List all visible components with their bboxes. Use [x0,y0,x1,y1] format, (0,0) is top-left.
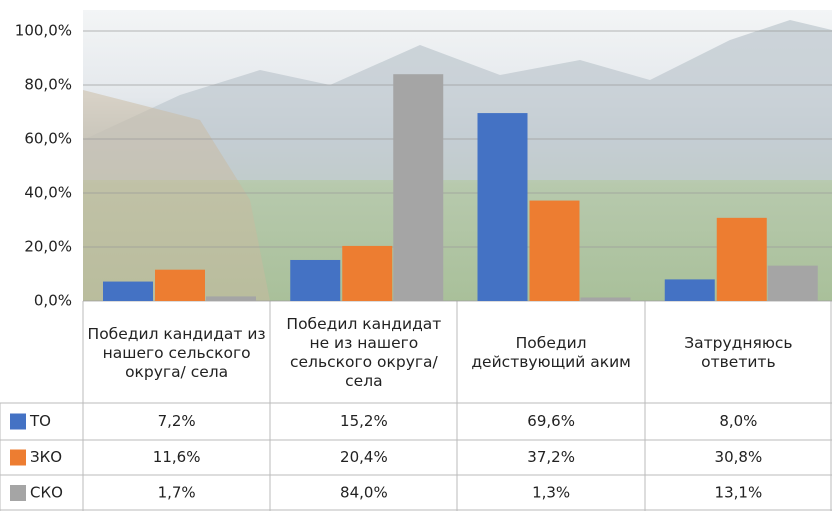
bar [477,113,528,301]
bar [529,200,580,301]
bar [393,74,444,301]
category-label-box: Победил кандидат не из нашего сельского … [286,315,442,390]
y-tick-label: 80,0% [24,76,72,94]
y-tick-label: 60,0% [24,130,72,148]
table-value: 8,0% [719,412,757,430]
mountains [83,20,832,180]
legend-label: ТО [29,412,51,430]
y-tick-label: 100,0% [15,22,72,40]
legend-swatch [10,449,26,466]
category-label-box: Затрудняюсь ответить [684,334,793,371]
table-value: 37,2% [527,448,575,466]
table-value: 69,6% [527,412,575,430]
x-tick-label: Затрудняюсь ответить [684,334,793,371]
x-tick-label: Победил действующий аким [471,334,631,371]
bar [580,297,631,301]
bar [290,259,341,301]
legend-label: СКО [30,484,63,502]
table-value: 13,1% [715,484,763,502]
table-value: 84,0% [340,484,388,502]
table-value: 20,4% [340,448,388,466]
table-value: 15,2% [340,412,388,430]
legend-label: ЗКО [30,448,62,466]
category-label-box: Победил кандидат из нашего сельского окр… [87,324,266,381]
table-value: 1,7% [158,484,196,502]
y-tick-label: 40,0% [24,184,72,202]
bar [206,296,256,301]
table-value: 7,2% [158,412,196,430]
y-tick-label: 0,0% [34,292,72,310]
bar [155,269,205,301]
x-tick-label: Победил кандидат не из нашего сельского … [286,315,442,390]
bar [716,217,767,301]
flowers [83,90,270,301]
bar [767,265,818,301]
category-label-box: Победил действующий аким [471,334,631,371]
table-value: 1,3% [532,484,570,502]
bar [664,279,715,301]
y-tick-label: 20,0% [24,238,72,256]
table-value: 30,8% [715,448,763,466]
legend-swatch [10,413,26,430]
bar [342,245,393,301]
legend-swatch [10,485,26,501]
x-tick-label: Победил кандидат из нашего сельского окр… [87,324,266,381]
table-value: 11,6% [153,448,201,466]
bar [103,281,153,301]
